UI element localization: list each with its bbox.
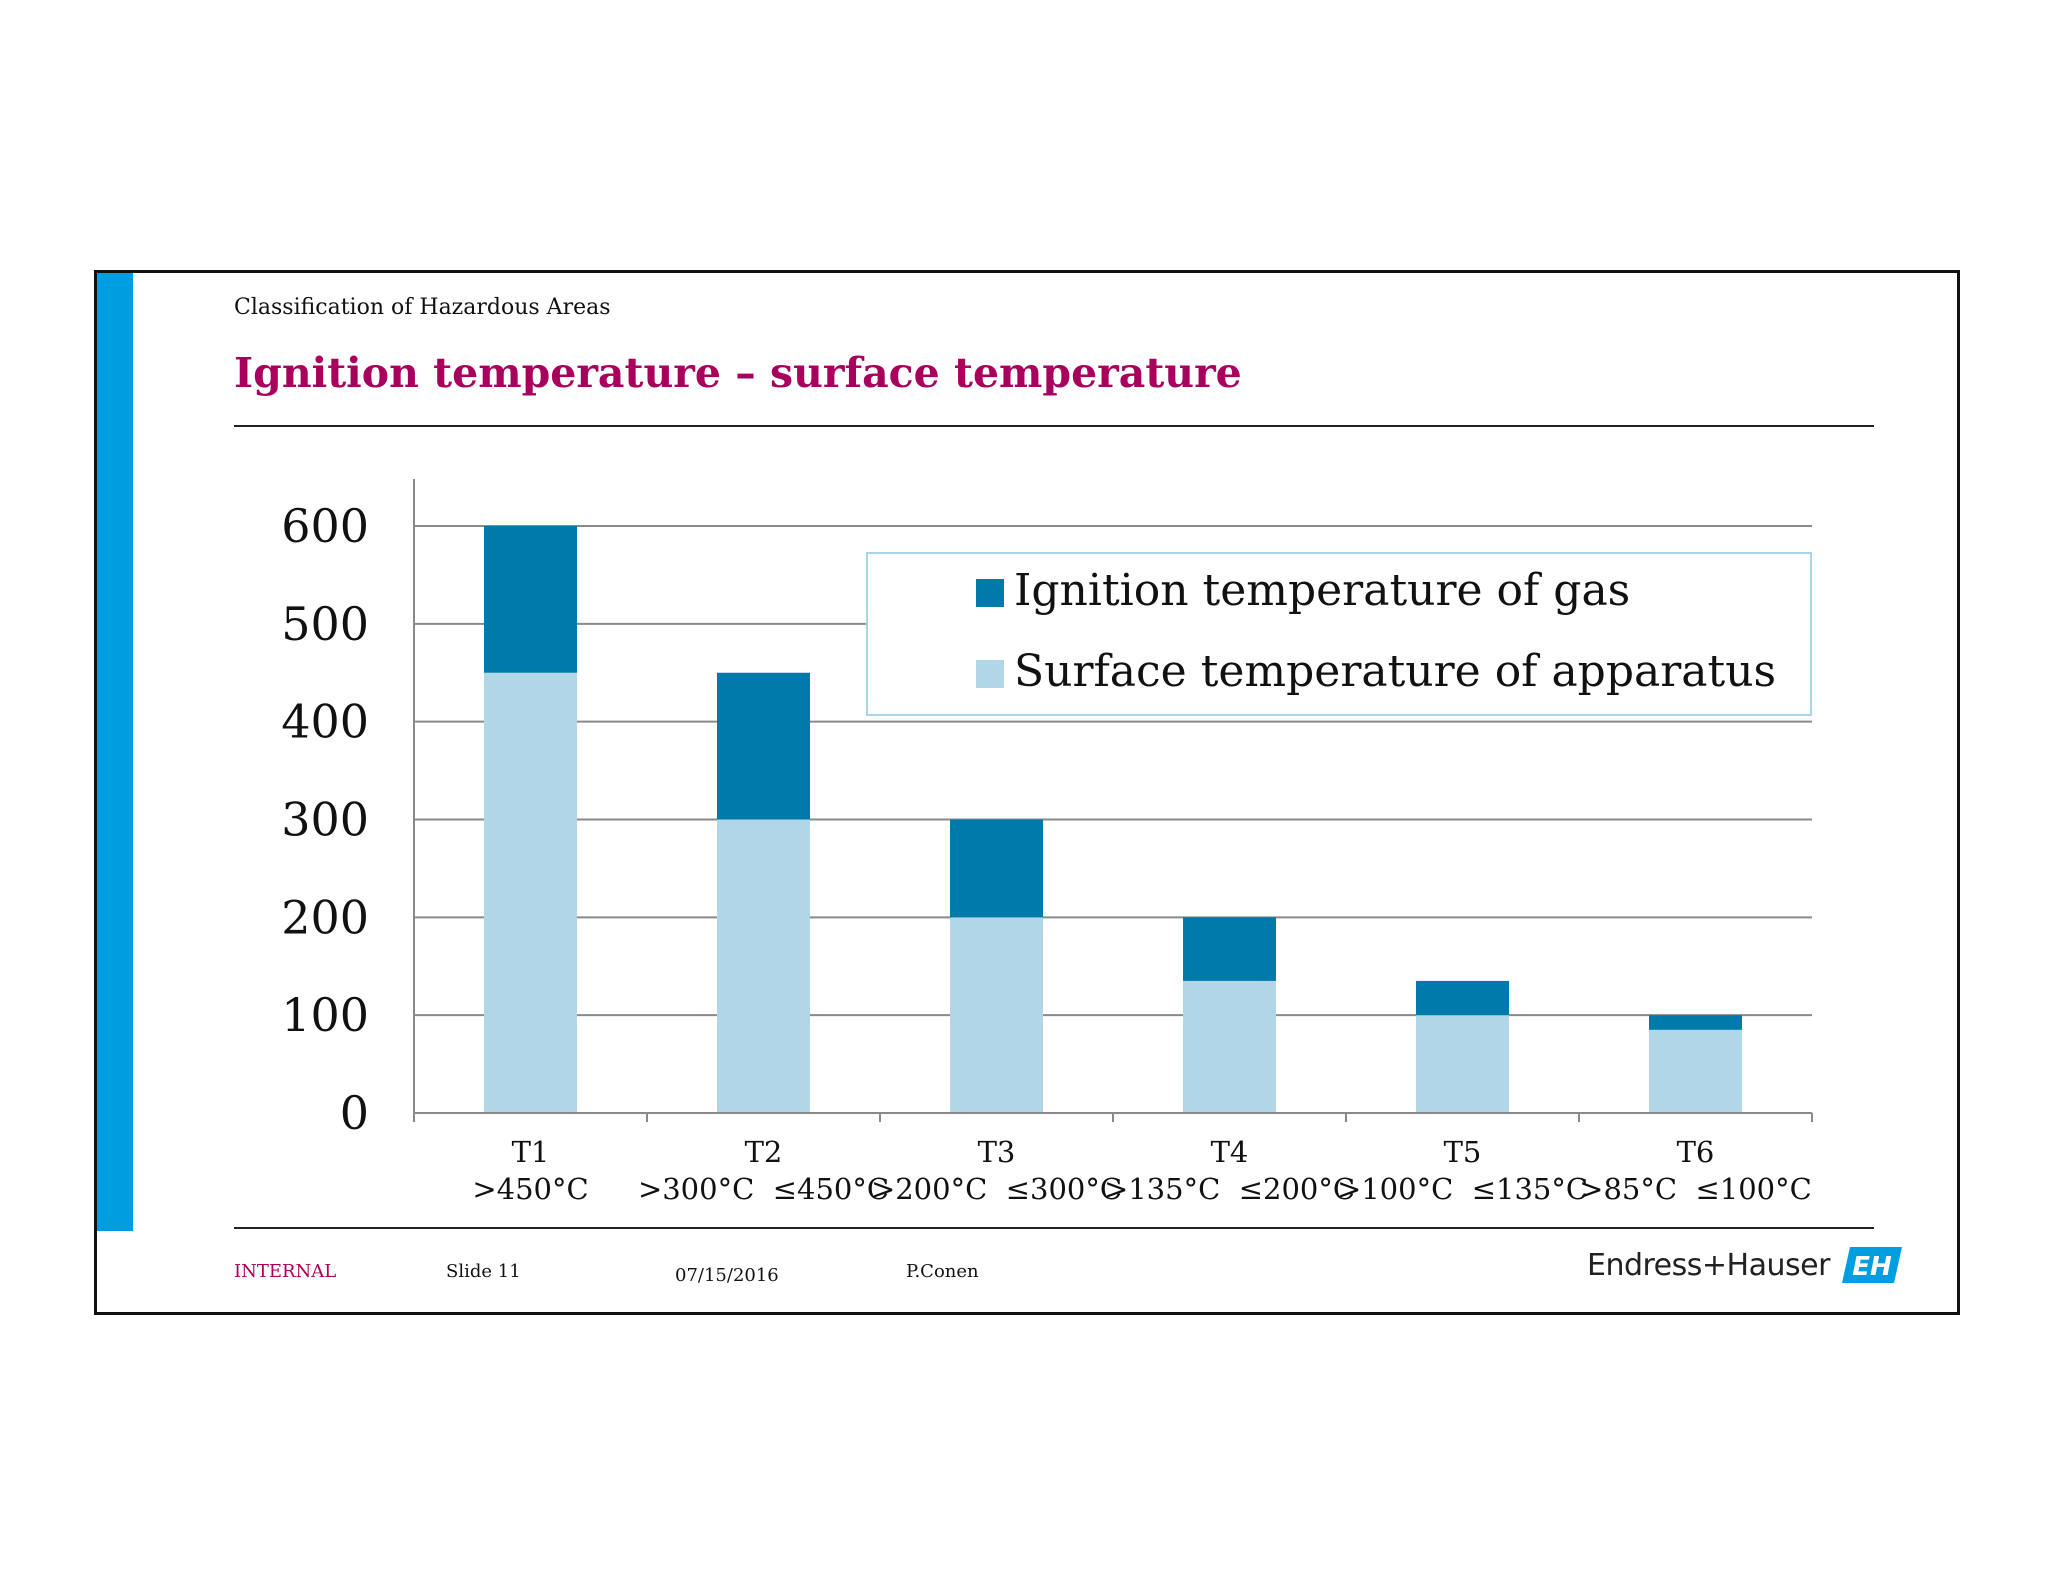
bar-ignition-temperature xyxy=(717,672,810,820)
slide: Classification of Hazardous Areas Igniti… xyxy=(94,270,1960,1315)
bar-surface-temperature xyxy=(1416,1015,1509,1113)
bar-ignition-temperature xyxy=(950,819,1043,918)
x-tick-range-label: >200°C ≤300°C xyxy=(871,1172,1122,1206)
y-tick-label: 200 xyxy=(281,890,369,944)
y-tick-label: 0 xyxy=(340,1086,369,1140)
legend-swatch-ignition xyxy=(976,579,1004,607)
bar-surface-temperature xyxy=(484,672,577,1113)
slide-number: Slide 11 xyxy=(446,1261,521,1282)
footer-divider xyxy=(234,1227,1874,1229)
x-tick-range-label: >300°C ≤450°C xyxy=(638,1172,889,1206)
slide-title: Ignition temperature – surface temperatu… xyxy=(234,349,1242,397)
y-tick-label: 500 xyxy=(281,597,369,651)
y-tick-label: 100 xyxy=(281,988,369,1042)
x-tick-range-label: >450°C xyxy=(472,1172,588,1206)
header-divider xyxy=(234,425,1874,427)
axes xyxy=(413,479,1813,1122)
legend: Ignition temperature of gas Surface temp… xyxy=(866,552,1812,716)
bar-surface-temperature xyxy=(1649,1029,1742,1113)
bar-ignition-temperature xyxy=(484,526,577,673)
x-tick-range-label: >100°C ≤135°C xyxy=(1337,1172,1588,1206)
x-tick-range-label: >135°C ≤200°C xyxy=(1104,1172,1355,1206)
x-tick-label: T4 xyxy=(1211,1135,1249,1169)
bar-surface-temperature xyxy=(717,819,810,1113)
x-tick-label: T2 xyxy=(745,1135,783,1169)
x-tick-range-label: >85°C ≤100°C xyxy=(1579,1172,1812,1206)
y-tick-label: 300 xyxy=(281,793,369,847)
tick-labels: 0 100 200 300 400 500 600 T1>450°C T2>300°C ≤450… xyxy=(281,499,1812,1206)
classification-label: INTERNAL xyxy=(234,1261,337,1282)
x-tick-label: T1 xyxy=(512,1135,550,1169)
bar-surface-temperature xyxy=(1183,980,1276,1113)
brand-logo: Endress+Hauser EH xyxy=(1587,1243,1902,1287)
y-tick-label: 400 xyxy=(281,695,369,749)
bars xyxy=(484,526,1742,1113)
y-tick-label: 600 xyxy=(281,499,369,553)
bar-ignition-temperature xyxy=(1416,980,1509,1016)
bar-ignition-temperature xyxy=(1183,917,1276,981)
stacked-bar-chart: 0 100 200 300 400 500 600 T1>450°C T2>300°C ≤450… xyxy=(281,479,1813,1206)
brand-name: Endress+Hauser xyxy=(1587,1247,1830,1283)
eh-logo-icon: EH xyxy=(1841,1247,1902,1283)
legend-label-surface: Surface temperature of apparatus xyxy=(1014,646,1776,697)
x-tick-label: T5 xyxy=(1444,1135,1482,1169)
slide-date: 07/15/2016 xyxy=(675,1265,779,1286)
x-tick-label: T3 xyxy=(978,1135,1016,1169)
x-tick-label: T6 xyxy=(1677,1135,1715,1169)
legend-box xyxy=(866,552,1812,716)
slide-author: P.Conen xyxy=(906,1261,979,1282)
slide-subtitle: Classification of Hazardous Areas xyxy=(234,295,611,320)
bar-ignition-temperature xyxy=(1649,1015,1742,1030)
legend-label-ignition: Ignition temperature of gas xyxy=(1014,565,1630,616)
legend-swatch-surface xyxy=(976,660,1004,688)
eh-logo-text: EH xyxy=(1852,1252,1892,1282)
accent-bar xyxy=(97,273,133,1231)
bar-surface-temperature xyxy=(950,917,1043,1113)
